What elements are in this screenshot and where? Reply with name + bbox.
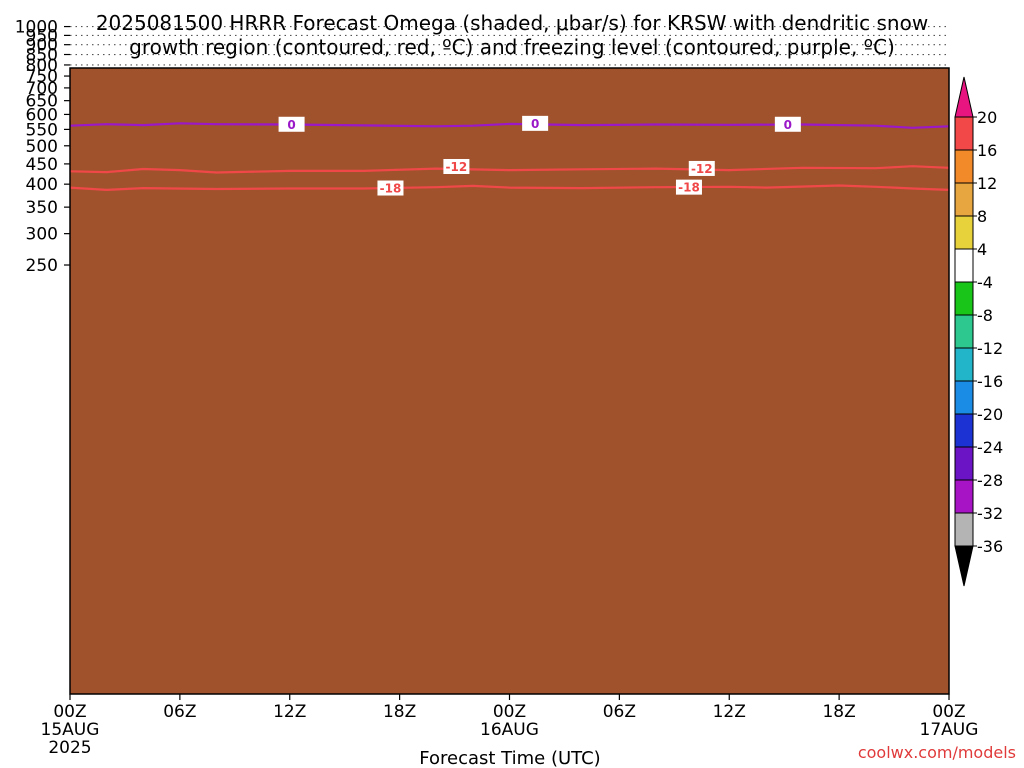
colorbar-segment-10 (954, 446, 974, 481)
credit-text: coolwx.com/models (858, 743, 1016, 762)
contour-label-0: 0 (784, 118, 792, 132)
x-tick-date-48: 17AUG (920, 720, 979, 740)
x-tick-label-36: 12Z (713, 702, 746, 722)
colorbar-label-8: 8 (977, 207, 987, 226)
x-tick-label-6: 06Z (163, 702, 196, 722)
contour-label-bg (688, 160, 715, 176)
colorbar-segment-1 (954, 149, 974, 184)
chart-title-line-2: growth region (contoured, red, ºC) and f… (129, 35, 895, 59)
contour-label-bg (278, 116, 305, 132)
y-tick-label-350: 350 (26, 198, 58, 218)
temperature-contours: -18 -18 -12 -12 0 0 0 (70, 115, 949, 196)
colorbar-label--36: -36 (977, 537, 1003, 556)
contour-label-bg (675, 179, 702, 195)
x-tick-date-0: 15AUG (41, 720, 100, 740)
colorbar-label--24: -24 (977, 438, 1003, 457)
colorbar-segment-9 (954, 413, 974, 448)
contour-line--18 (70, 184, 949, 192)
y-tick-label-550: 550 (26, 120, 58, 140)
y-tick-label-300: 300 (26, 225, 58, 245)
omega-cell-85 (929, 33, 944, 37)
colorbar-segment-11 (954, 479, 974, 514)
colorbar-segment-12 (954, 512, 974, 547)
contour-label-bg (522, 115, 549, 131)
contour-label-0: 0 (531, 117, 539, 131)
contour-label--12: -12 (446, 160, 468, 174)
colorbar-label-12: 12 (977, 174, 997, 193)
colorbar: 20 16 12 8 4 -4 -8 -12 -16 -20 -24 -28 -32 -36 (954, 76, 1003, 587)
colorbar-label-4: 4 (977, 240, 987, 259)
colorbar-segment-6 (954, 314, 974, 349)
colorbar-label--32: -32 (977, 504, 1003, 523)
x-tick-label-18: 18Z (383, 702, 416, 722)
colorbar-label--20: -20 (977, 405, 1003, 424)
colorbar-segment-5 (954, 281, 974, 316)
x-tick-label-24: 00Z (493, 702, 526, 722)
contour-label--12: -12 (691, 162, 713, 176)
y-tick-label-750: 750 (26, 67, 58, 87)
y-tick-label-850: 850 (26, 46, 58, 66)
colorbar-label-20: 20 (977, 108, 997, 127)
contour-line--12 (70, 165, 949, 174)
y-tick-label-400: 400 (26, 175, 58, 195)
colorbar-segment-8 (954, 380, 974, 415)
contour-label-bg (377, 180, 404, 196)
colorbar-segment-3 (954, 215, 974, 250)
y-tick-label-450: 450 (26, 155, 58, 175)
colorbar-label--8: -8 (977, 306, 993, 325)
contour-label--18: -18 (380, 182, 402, 196)
y-tick-label-650: 650 (26, 92, 58, 112)
y-tick-label-600: 600 (26, 105, 58, 125)
x-tick-label-48: 00Z (932, 702, 965, 722)
y-tick-label-950: 950 (26, 26, 58, 46)
contour-label-bg (774, 116, 801, 132)
contour-label-bg (443, 158, 470, 174)
y-axis: 250 300 350 4004505005506006507007508008509… (15, 18, 70, 276)
x-tick-label-42: 18Z (822, 702, 855, 722)
x-tick-year-0: 2025 (48, 738, 91, 758)
y-tick-label-700: 700 (26, 79, 58, 99)
x-tick-label-30: 06Z (603, 702, 636, 722)
y-tick-label-800: 800 (26, 56, 58, 76)
contour-line-0 (70, 122, 949, 129)
x-tick-date-24: 16AUG (480, 720, 539, 740)
colorbar-segment-0 (954, 116, 974, 151)
colorbar-segment-4 (954, 248, 974, 283)
colorbar-label--16: -16 (977, 372, 1003, 391)
x-axis-label: Forecast Time (UTC) (419, 748, 600, 768)
x-tick-label-0: 00Z (53, 702, 86, 722)
colorbar-segment-7 (954, 347, 974, 382)
chart-title-line-1: 2025081500 HRRR Forecast Omega (shaded, … (96, 11, 928, 35)
colorbar-segment-2 (954, 182, 974, 217)
colorbar-label-16: 16 (977, 141, 997, 160)
y-tick-label-900: 900 (26, 36, 58, 56)
y-tick-label-1000: 1000 (15, 18, 58, 38)
contour-label-0: 0 (287, 118, 295, 132)
y-tick-label-500: 500 (26, 137, 58, 157)
colorbar-label--28: -28 (977, 471, 1003, 490)
colorbar-label--4: -4 (977, 273, 993, 292)
x-tick-label-12: 12Z (273, 702, 306, 722)
y-tick-label-250: 250 (26, 256, 58, 276)
colorbar-bottom-triangle (954, 545, 974, 587)
omega-cell-10 (116, 57, 127, 63)
contour-label--18: -18 (678, 181, 700, 195)
colorbar-label--12: -12 (977, 339, 1003, 358)
colorbar-top-triangle (954, 76, 974, 118)
